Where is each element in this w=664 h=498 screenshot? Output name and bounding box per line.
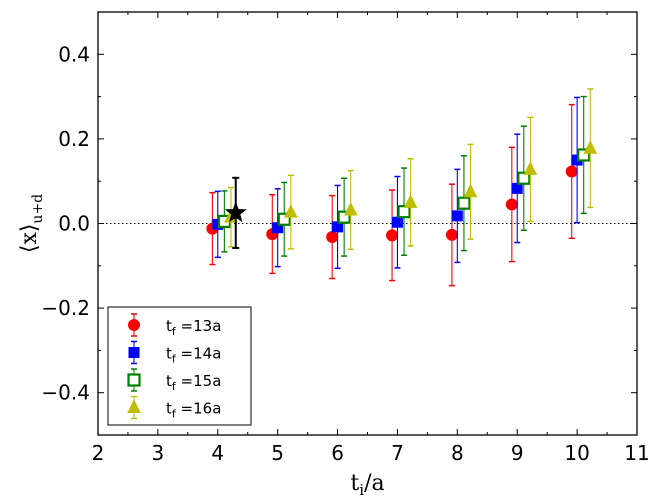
star-marker: [224, 201, 247, 223]
series-3: [217, 95, 591, 257]
x-tick-label: 2: [92, 441, 105, 465]
legend-marker: [128, 347, 140, 358]
data-point: [445, 228, 458, 241]
axis-ticks: 2 3 4 5 6 7 8 9 10 11 −0.4 −0.2 0.0 0.2 0.4: [41, 11, 650, 465]
x-axis-title: ti/a: [350, 471, 384, 498]
y-axis-title: ⟨x⟩u+d: [17, 194, 46, 253]
data-point: [451, 210, 463, 222]
x-tick-label: 3: [152, 441, 165, 465]
y-tick-label: 0.0: [58, 212, 90, 236]
data-point: [397, 205, 411, 219]
y-tick-label: −0.2: [41, 296, 90, 320]
x-tick-label: 4: [211, 441, 224, 465]
x-tick-label: 5: [271, 441, 284, 465]
y-tick-label: 0.2: [58, 127, 90, 151]
x-tick-label: 7: [391, 441, 404, 465]
highlight-point: [224, 176, 247, 250]
data-point: [583, 140, 598, 154]
legend-label: tf =14a: [166, 345, 221, 366]
data-point: [463, 183, 478, 198]
x-tick-label: 9: [511, 441, 524, 465]
data-point: [337, 210, 351, 224]
data-point: [326, 231, 339, 244]
data-point: [391, 216, 403, 228]
legend-marker: [127, 399, 141, 413]
data-point: [577, 148, 591, 162]
series-4: [224, 88, 598, 251]
y-tick-label: −0.4: [41, 381, 90, 405]
y-tick-label: 0.4: [58, 42, 90, 66]
x-tick-label: 6: [331, 441, 344, 465]
data-point: [505, 198, 518, 211]
data-point: [565, 165, 578, 178]
legend-label: tf =15a: [166, 372, 221, 393]
legend-marker: [127, 373, 141, 387]
data-point: [386, 229, 399, 242]
x-tick-label: 10: [564, 441, 589, 465]
data-point: [457, 196, 471, 210]
data-point: [284, 203, 298, 218]
x-tick-label: 8: [451, 441, 464, 465]
x-tick-label: 11: [624, 441, 649, 465]
axis-titles: ti/a ⟨x⟩u+d: [17, 194, 385, 498]
series-1: [206, 103, 578, 287]
legend-marker: [128, 319, 140, 331]
data-point: [343, 201, 358, 216]
legend: tf =13a tf =14a tf =15a tf =16a: [107, 306, 252, 426]
data-point: [403, 194, 418, 208]
data-point: [523, 161, 538, 175]
data-point: [277, 212, 291, 226]
legend-label: tf =13a: [166, 317, 221, 338]
data-point: [517, 171, 531, 185]
data-point: [511, 182, 523, 194]
plot-area: [97, 11, 638, 436]
legend-label: tf =16a: [166, 400, 221, 421]
